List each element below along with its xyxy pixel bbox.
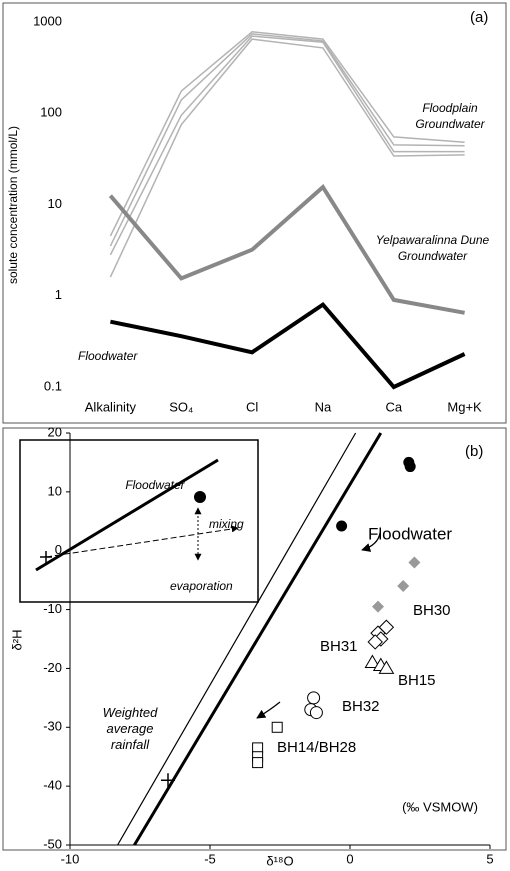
data-line <box>109 31 465 237</box>
inset-cross <box>40 551 52 563</box>
inset-arrow <box>45 525 239 558</box>
x-tick-label: Na <box>315 399 332 414</box>
x-tick-label: Alkalinity <box>85 399 137 414</box>
data-line <box>109 33 465 247</box>
panel-a-frame <box>2 2 507 424</box>
reference-line <box>133 432 383 846</box>
reference-line <box>117 432 357 846</box>
inset-label: mixing <box>209 517 244 531</box>
annotation: Floodwater <box>78 349 138 363</box>
panel-b-frame <box>2 427 507 851</box>
x-tick-label: -5 <box>204 851 216 866</box>
annotation: Yelpawaralinna Dune Groundwater <box>375 233 490 263</box>
point <box>367 634 383 650</box>
series-label: Floodwater <box>368 524 452 543</box>
x-tick-label: Cl <box>246 399 258 414</box>
data-line <box>109 301 466 390</box>
y-tick-label: -20 <box>43 660 62 675</box>
y-tick-label: 20 <box>48 424 62 439</box>
series-label: BH14/BH28 <box>277 739 356 756</box>
y-tick-label: 0.1 <box>44 378 62 393</box>
inset-point <box>194 491 206 503</box>
y-tick-label: 1 <box>55 287 62 302</box>
point <box>271 721 283 733</box>
data-line <box>108 184 465 315</box>
point <box>307 691 321 705</box>
point <box>372 600 384 613</box>
point <box>397 580 410 593</box>
x-tick-label: Ca <box>385 399 402 414</box>
point <box>161 773 175 788</box>
x-tick-label: SO₄ <box>169 399 193 414</box>
annotation: Floodplain Groundwater <box>415 101 485 131</box>
inset-label: evaporation <box>170 579 233 593</box>
y-tick-label: -50 <box>43 836 62 851</box>
series-label: BH30 <box>413 602 451 619</box>
data-line <box>109 35 465 256</box>
point <box>408 556 421 569</box>
panel-label: (b) <box>465 443 483 460</box>
inset-frame <box>19 439 259 603</box>
y-tick-label: -30 <box>43 719 62 734</box>
x-tick-label: Mg+K <box>447 399 482 414</box>
y-tick-label: 0 <box>55 542 62 557</box>
x-axis-label: δ¹⁸O <box>266 853 293 868</box>
y-axis-label: δ²H <box>9 630 24 651</box>
y-tick-label: 1000 <box>33 13 62 28</box>
point <box>378 660 395 674</box>
series-label: Weighted average rainfall <box>102 705 158 752</box>
y-tick-label: -10 <box>43 601 62 616</box>
x-tick-label: 5 <box>486 851 493 866</box>
y-tick-label: 10 <box>48 196 62 211</box>
y-tick-label: -40 <box>43 778 62 793</box>
x-tick-label: 0 <box>346 851 353 866</box>
point <box>378 619 395 635</box>
x-tick-label: -10 <box>61 851 80 866</box>
inset-line <box>35 458 219 572</box>
point <box>404 461 416 473</box>
data-line <box>109 38 465 278</box>
series-label: BH31 <box>320 638 358 655</box>
units-label: (‰ VSMOW) <box>402 799 478 814</box>
y-axis-label: solute concentration (mmol/L) <box>6 126 20 284</box>
arrow <box>256 701 281 719</box>
point <box>336 520 348 532</box>
panel-label: (a) <box>470 9 488 26</box>
point <box>309 706 323 720</box>
y-tick-label: 100 <box>40 105 62 120</box>
y-tick-label: 10 <box>48 483 62 498</box>
series-label: BH15 <box>398 672 436 689</box>
point <box>252 757 264 769</box>
arrow <box>361 532 381 552</box>
series-label: BH32 <box>342 698 380 715</box>
point <box>364 654 381 669</box>
inset-label: Floodwater <box>125 478 185 492</box>
